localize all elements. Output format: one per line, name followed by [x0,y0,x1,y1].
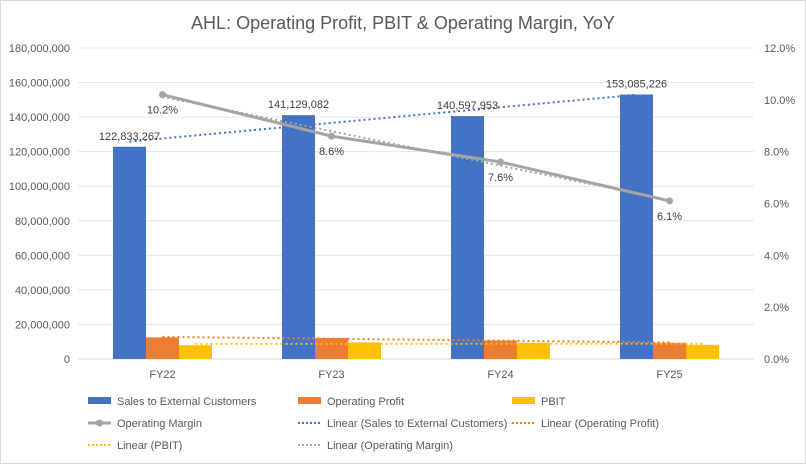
legend-label-operating-profit: Operating Profit [327,396,404,408]
sales-data-label: 140,597,953 [437,100,498,112]
legend-swatch-sales-to-external-customers [88,397,111,404]
y-right-tick-label: 12.0% [764,43,795,55]
operating-margin-point-fy24 [497,159,504,166]
bar-sales-to-external-customers-fy22 [113,147,146,359]
bar-sales-to-external-customers-fy24 [451,116,484,359]
legend-label-linear-sales-to-external-customers: Linear (Sales to External Customers) [327,418,507,430]
sales-data-label: 141,129,082 [268,99,329,111]
margin-data-label: 10.2% [147,105,178,117]
margin-data-label: 7.6% [488,172,513,184]
margin-data-label: 6.1% [657,211,682,223]
bar-pbit-fy23 [348,342,381,359]
y-left-tick-label: 160,000,000 [9,78,70,90]
y-right-tick-label: 6.0% [764,199,789,211]
margin-data-label: 8.6% [319,146,344,158]
sales-data-label: 122,833,267 [99,131,160,143]
y-left-tick-label: 0 [64,354,70,366]
bar-pbit-fy25 [686,345,719,359]
legend-label-linear-operating-margin: Linear (Operating Margin) [327,440,453,452]
operating-margin-point-fy22 [159,91,166,98]
chart-title: AHL: Operating Profit, PBIT & Operating … [191,13,615,33]
operating-margin-point-fy25 [666,197,673,204]
y-right-tick-label: 8.0% [764,147,789,159]
x-tick-label: FY25 [656,369,682,381]
y-left-tick-label: 100,000,000 [9,181,70,193]
legend-marker-operating-margin [96,420,103,427]
y-right-tick-label: 0.0% [764,354,789,366]
legend-label-operating-margin: Operating Margin [117,418,202,430]
y-right-tick-label: 2.0% [764,302,789,314]
y-right-tick-label: 10.0% [764,95,795,107]
sales-data-label: 153,085,226 [606,79,667,91]
legend-label-linear-pbit: Linear (PBIT) [117,440,182,452]
y-left-tick-label: 120,000,000 [9,147,70,159]
bar-pbit-fy22 [179,345,212,359]
y-left-tick-label: 60,000,000 [15,250,70,262]
y-left-tick-label: 180,000,000 [9,43,70,55]
bar-operating-profit-fy25 [653,343,686,359]
y-right-tick-label: 4.0% [764,250,789,262]
bar-operating-profit-fy23 [315,338,348,359]
legend-label-linear-operating-profit: Linear (Operating Profit) [541,418,659,430]
legend-swatch-pbit [512,397,535,404]
legend-swatch-operating-profit [298,397,321,404]
bar-operating-profit-fy22 [146,337,179,359]
y-left-tick-label: 140,000,000 [9,112,70,124]
y-left-tick-label: 40,000,000 [15,285,70,297]
x-tick-label: FY22 [149,369,175,381]
bar-sales-to-external-customers-fy23 [282,115,315,359]
operating-margin-point-fy23 [328,133,335,140]
y-left-tick-label: 80,000,000 [15,216,70,228]
y-left-tick-label: 20,000,000 [15,319,70,331]
bar-pbit-fy24 [517,343,550,359]
bar-sales-to-external-customers-fy25 [620,95,653,359]
x-tick-label: FY24 [487,369,513,381]
legend-label-sales-to-external-customers: Sales to External Customers [117,396,257,408]
legend-label-pbit: PBIT [541,396,566,408]
x-tick-label: FY23 [318,369,344,381]
